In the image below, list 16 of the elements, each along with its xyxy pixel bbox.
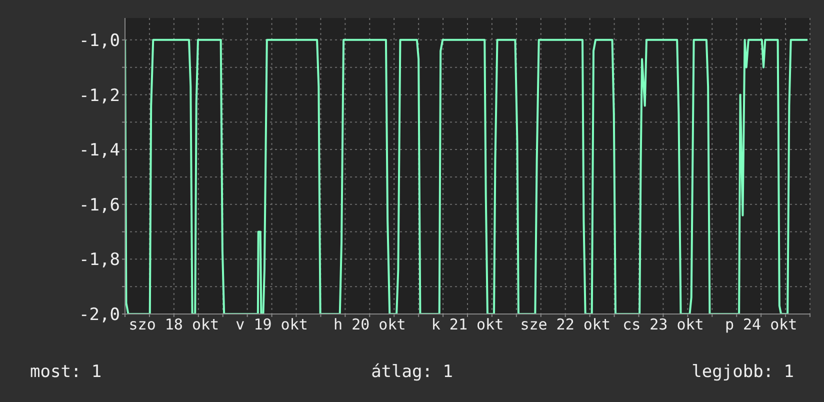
x-tick-label: h 20 okt	[334, 316, 406, 334]
y-tick-label: -1,0	[79, 30, 120, 51]
y-tick-label: -1,8	[79, 250, 120, 270]
x-tick-label: k 21 okt	[431, 316, 504, 334]
x-tick-label: sze 22 okt	[520, 316, 611, 334]
y-tick-label: -1,2	[79, 86, 120, 106]
x-tick-label: cs 23 okt	[622, 316, 704, 334]
text: átlag: 1	[370, 362, 454, 382]
y-tick-label: -1,4	[79, 140, 120, 161]
x-tick-label: v 19 okt	[236, 316, 308, 334]
text: legjobb: 1	[690, 362, 794, 382]
x-tick-label: szo 18 okt	[128, 316, 220, 334]
y-tick-label: -2,0	[79, 305, 120, 326]
text: most: 1	[30, 362, 103, 382]
x-tick-label: p 24 okt	[724, 316, 798, 334]
y-tick-label: -1,6	[79, 195, 120, 216]
